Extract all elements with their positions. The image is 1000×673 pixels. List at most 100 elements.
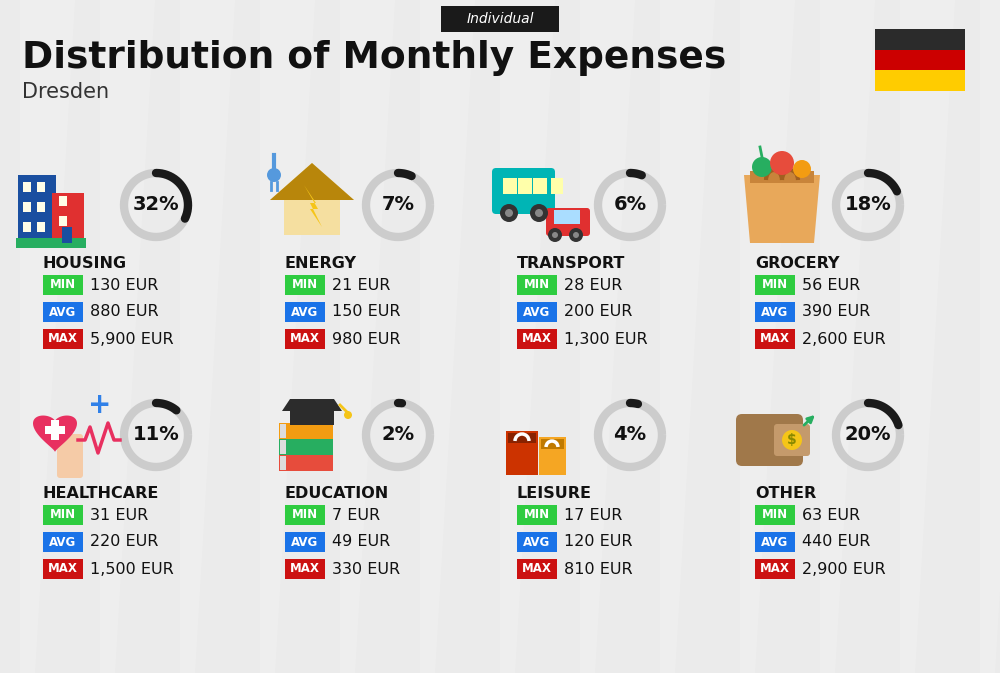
FancyBboxPatch shape (43, 329, 83, 349)
Text: AVG: AVG (49, 536, 77, 548)
FancyBboxPatch shape (43, 532, 83, 552)
Circle shape (267, 168, 281, 182)
Text: GROCERY: GROCERY (755, 256, 840, 271)
Text: MIN: MIN (762, 279, 788, 291)
FancyBboxPatch shape (517, 329, 557, 349)
FancyBboxPatch shape (517, 302, 557, 322)
Text: MIN: MIN (292, 509, 318, 522)
FancyBboxPatch shape (285, 329, 325, 349)
FancyBboxPatch shape (23, 202, 31, 212)
Text: MIN: MIN (762, 509, 788, 522)
Text: 17 EUR: 17 EUR (564, 507, 622, 522)
FancyBboxPatch shape (62, 227, 72, 243)
FancyBboxPatch shape (279, 455, 333, 471)
FancyBboxPatch shape (285, 275, 325, 295)
Text: MIN: MIN (50, 279, 76, 291)
Polygon shape (33, 415, 77, 452)
Text: 2,900 EUR: 2,900 EUR (802, 561, 886, 577)
Text: MAX: MAX (522, 332, 552, 345)
FancyBboxPatch shape (285, 559, 325, 579)
FancyBboxPatch shape (533, 178, 547, 194)
FancyBboxPatch shape (541, 439, 564, 449)
Circle shape (535, 209, 543, 217)
Text: AVG: AVG (291, 306, 319, 318)
Text: Dresden: Dresden (22, 82, 109, 102)
Text: $: $ (787, 433, 797, 447)
Text: 1,300 EUR: 1,300 EUR (564, 332, 648, 347)
FancyBboxPatch shape (508, 433, 536, 443)
Text: AVG: AVG (523, 536, 551, 548)
FancyBboxPatch shape (43, 275, 83, 295)
Text: 31 EUR: 31 EUR (90, 507, 148, 522)
Circle shape (344, 411, 352, 419)
Polygon shape (304, 185, 322, 227)
Polygon shape (270, 163, 354, 235)
Text: 7 EUR: 7 EUR (332, 507, 380, 522)
FancyBboxPatch shape (43, 559, 83, 579)
Circle shape (752, 157, 772, 177)
Text: 5,900 EUR: 5,900 EUR (90, 332, 174, 347)
Text: 390 EUR: 390 EUR (802, 304, 870, 320)
Text: 21 EUR: 21 EUR (332, 277, 390, 293)
FancyBboxPatch shape (59, 216, 67, 226)
FancyBboxPatch shape (750, 171, 814, 183)
FancyBboxPatch shape (45, 426, 65, 434)
Circle shape (793, 160, 811, 178)
Text: MIN: MIN (50, 509, 76, 522)
FancyBboxPatch shape (18, 175, 56, 243)
FancyBboxPatch shape (43, 505, 83, 525)
Text: 150 EUR: 150 EUR (332, 304, 400, 320)
FancyBboxPatch shape (506, 431, 538, 475)
Text: 2,600 EUR: 2,600 EUR (802, 332, 886, 347)
Text: AVG: AVG (523, 306, 551, 318)
FancyBboxPatch shape (285, 302, 325, 322)
Text: 330 EUR: 330 EUR (332, 561, 400, 577)
FancyBboxPatch shape (37, 182, 45, 192)
FancyBboxPatch shape (37, 222, 45, 232)
Text: 63 EUR: 63 EUR (802, 507, 860, 522)
FancyBboxPatch shape (59, 196, 67, 206)
FancyBboxPatch shape (517, 275, 557, 295)
Text: 20%: 20% (845, 425, 891, 444)
Circle shape (770, 151, 794, 175)
FancyBboxPatch shape (285, 532, 325, 552)
Text: HEALTHCARE: HEALTHCARE (43, 485, 159, 501)
Text: 440 EUR: 440 EUR (802, 534, 870, 549)
Text: AVG: AVG (49, 306, 77, 318)
FancyBboxPatch shape (279, 423, 333, 439)
Text: AVG: AVG (761, 536, 789, 548)
Text: MAX: MAX (48, 332, 78, 345)
FancyBboxPatch shape (539, 437, 566, 475)
Text: MAX: MAX (48, 563, 78, 575)
Circle shape (782, 430, 802, 450)
Polygon shape (744, 175, 820, 243)
Text: 18%: 18% (845, 195, 891, 215)
Text: MAX: MAX (290, 563, 320, 575)
FancyBboxPatch shape (875, 29, 965, 50)
Text: 200 EUR: 200 EUR (564, 304, 632, 320)
Text: 7%: 7% (382, 195, 415, 215)
FancyBboxPatch shape (37, 202, 45, 212)
FancyBboxPatch shape (57, 434, 83, 478)
Text: 11%: 11% (133, 425, 179, 444)
FancyBboxPatch shape (492, 168, 555, 214)
Text: OTHER: OTHER (755, 485, 816, 501)
Text: Distribution of Monthly Expenses: Distribution of Monthly Expenses (22, 40, 726, 76)
FancyBboxPatch shape (503, 178, 517, 194)
FancyBboxPatch shape (755, 532, 795, 552)
FancyBboxPatch shape (875, 50, 965, 71)
Text: 810 EUR: 810 EUR (564, 561, 633, 577)
Text: 120 EUR: 120 EUR (564, 534, 633, 549)
Text: HOUSING: HOUSING (43, 256, 127, 271)
FancyBboxPatch shape (755, 302, 795, 322)
Circle shape (548, 228, 562, 242)
FancyBboxPatch shape (736, 414, 803, 466)
Text: MAX: MAX (290, 332, 320, 345)
Text: 1,500 EUR: 1,500 EUR (90, 561, 174, 577)
Text: 6%: 6% (613, 195, 647, 215)
Polygon shape (282, 399, 342, 411)
FancyBboxPatch shape (52, 193, 84, 243)
Text: TRANSPORT: TRANSPORT (517, 256, 625, 271)
FancyBboxPatch shape (755, 275, 795, 295)
Text: MIN: MIN (524, 509, 550, 522)
